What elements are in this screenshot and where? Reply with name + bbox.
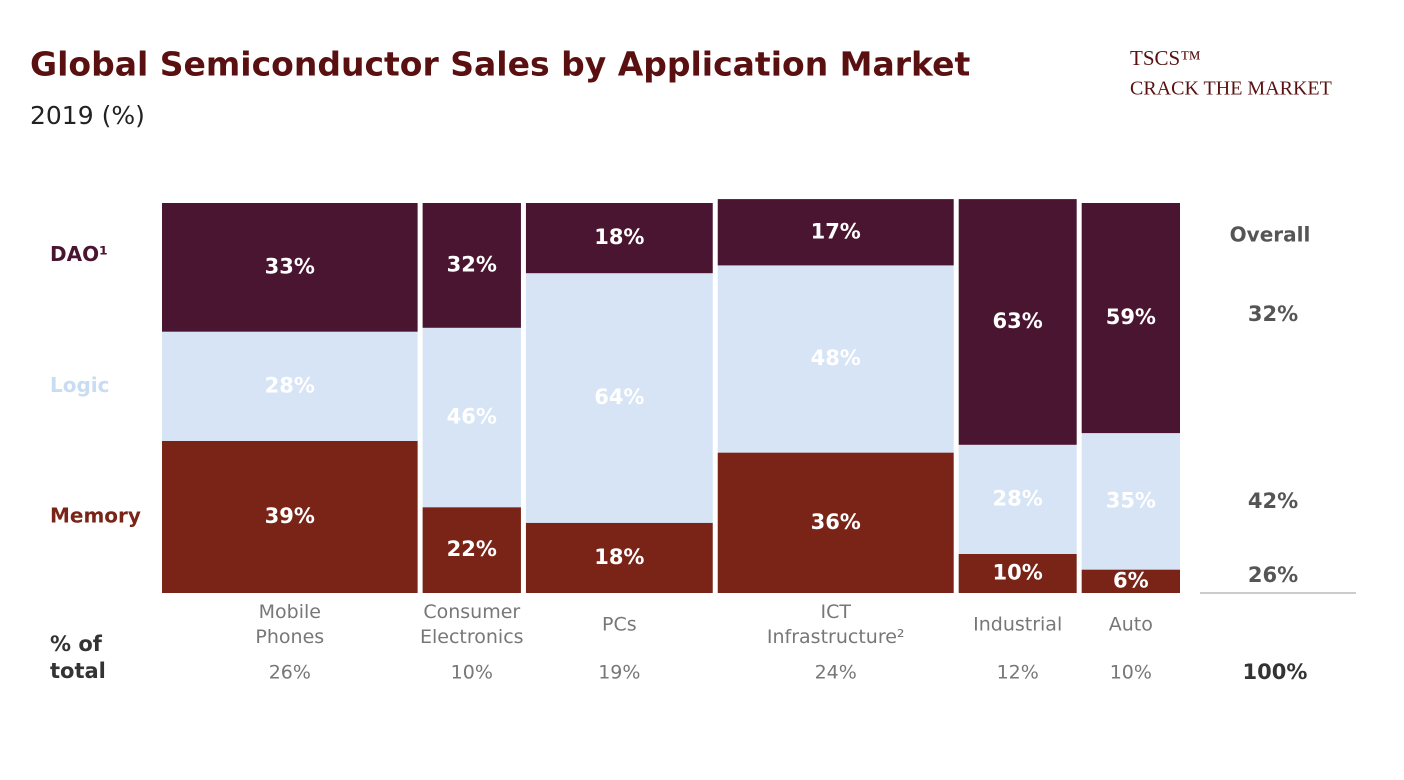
segment — [525, 522, 713, 593]
segment-label: 63% — [993, 309, 1043, 333]
segment-label: 32% — [447, 252, 497, 276]
series-label: Memory — [50, 503, 141, 527]
segment-label: 18% — [594, 225, 644, 249]
segment — [1081, 433, 1180, 570]
segment — [422, 203, 521, 328]
chart-subtitle: 2019 (%) — [30, 101, 145, 130]
overall-value: 26% — [1248, 563, 1298, 587]
width-label: 24% — [815, 662, 857, 684]
overall-heading: Overall — [1230, 223, 1311, 247]
segment-label: 46% — [447, 405, 497, 429]
segment — [958, 444, 1077, 554]
segment — [525, 273, 713, 523]
segment-label: 36% — [811, 510, 861, 534]
segment-label: 17% — [811, 219, 861, 243]
segment-label: 48% — [811, 346, 861, 370]
segment — [717, 452, 954, 593]
width-label: 26% — [269, 662, 311, 684]
segment-label: 18% — [594, 545, 644, 569]
width-label: 12% — [997, 662, 1039, 684]
chart-title: Global Semiconductor Sales by Applicatio… — [30, 45, 970, 84]
width-axis-label: % of total — [50, 632, 106, 683]
segment — [717, 199, 954, 266]
category-label: ICT Infrastructure² — [767, 601, 905, 648]
width-label: 10% — [451, 662, 493, 684]
segment — [717, 265, 954, 453]
category-label: Industrial — [973, 614, 1062, 636]
category-label: Mobile Phones — [255, 601, 324, 648]
category-label: Consumer Electronics — [420, 601, 524, 648]
segment-label: 59% — [1106, 305, 1156, 329]
width-label: 19% — [598, 662, 640, 684]
segment-label: 64% — [594, 385, 644, 409]
segment-label: 28% — [265, 373, 315, 397]
series-label: Logic — [50, 373, 110, 397]
total-label: 100% — [1243, 660, 1308, 684]
segment — [1081, 569, 1180, 593]
segment-label: 10% — [993, 561, 1043, 585]
brand: TSCS™ — [1130, 46, 1201, 70]
segment — [162, 331, 418, 441]
overall-value: 32% — [1248, 302, 1298, 326]
segment — [162, 440, 418, 593]
series-label: DAO¹ — [50, 242, 108, 266]
segment-label: 39% — [265, 504, 315, 528]
overall-value: 42% — [1248, 489, 1298, 513]
segment-label: 22% — [447, 537, 497, 561]
segment — [1081, 203, 1180, 434]
segment — [958, 199, 1077, 445]
category-label: Auto — [1109, 614, 1153, 636]
segment — [958, 554, 1077, 593]
segment — [422, 327, 521, 508]
segment — [525, 203, 713, 274]
segment-label: 28% — [993, 486, 1043, 510]
segment — [422, 507, 521, 593]
segment — [162, 203, 418, 332]
segment-label: 33% — [265, 254, 315, 278]
segment-label: 35% — [1106, 488, 1156, 512]
category-label: PCs — [602, 614, 637, 636]
width-label: 10% — [1110, 662, 1152, 684]
brand-tagline: CRACK THE MARKET — [1130, 78, 1332, 100]
segment-label: 6% — [1113, 568, 1149, 592]
